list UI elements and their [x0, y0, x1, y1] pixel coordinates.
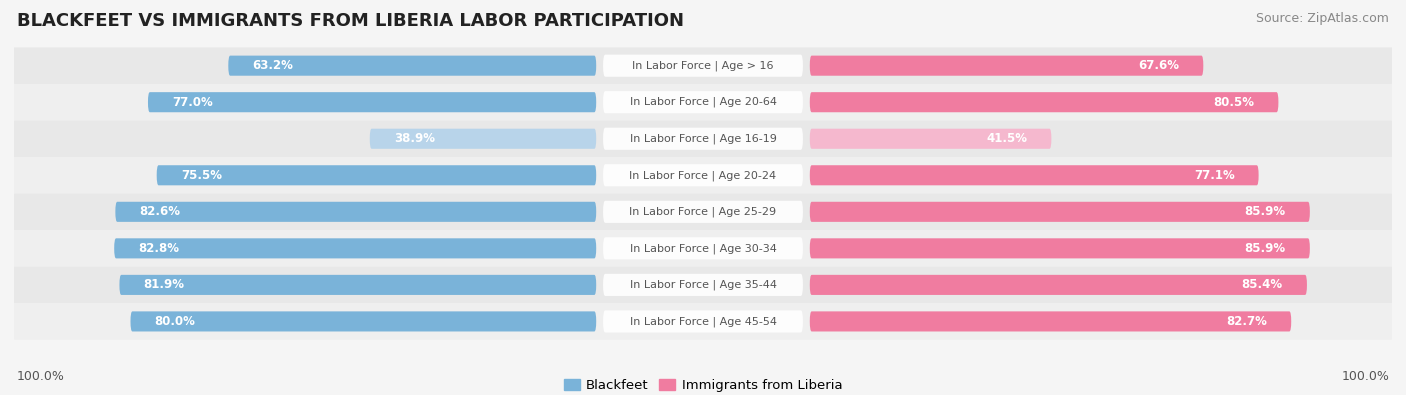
FancyBboxPatch shape	[603, 128, 803, 150]
FancyBboxPatch shape	[131, 311, 596, 331]
Text: 85.4%: 85.4%	[1241, 278, 1282, 292]
Text: 80.0%: 80.0%	[155, 315, 195, 328]
Text: In Labor Force | Age 16-19: In Labor Force | Age 16-19	[630, 134, 776, 144]
Text: In Labor Force | Age > 16: In Labor Force | Age > 16	[633, 60, 773, 71]
Text: BLACKFEET VS IMMIGRANTS FROM LIBERIA LABOR PARTICIPATION: BLACKFEET VS IMMIGRANTS FROM LIBERIA LAB…	[17, 12, 683, 30]
FancyBboxPatch shape	[810, 129, 1052, 149]
Text: 38.9%: 38.9%	[394, 132, 434, 145]
FancyBboxPatch shape	[14, 303, 1392, 340]
FancyBboxPatch shape	[810, 238, 1310, 258]
Text: 81.9%: 81.9%	[143, 278, 184, 292]
FancyBboxPatch shape	[810, 165, 1258, 185]
FancyBboxPatch shape	[810, 311, 1291, 331]
FancyBboxPatch shape	[156, 165, 596, 185]
Text: In Labor Force | Age 20-64: In Labor Force | Age 20-64	[630, 97, 776, 107]
FancyBboxPatch shape	[14, 84, 1392, 120]
Text: 67.6%: 67.6%	[1139, 59, 1180, 72]
FancyBboxPatch shape	[14, 157, 1392, 194]
Text: Source: ZipAtlas.com: Source: ZipAtlas.com	[1256, 12, 1389, 25]
Text: In Labor Force | Age 30-34: In Labor Force | Age 30-34	[630, 243, 776, 254]
FancyBboxPatch shape	[810, 56, 1204, 76]
Text: 77.1%: 77.1%	[1194, 169, 1234, 182]
FancyBboxPatch shape	[810, 275, 1308, 295]
Text: In Labor Force | Age 45-54: In Labor Force | Age 45-54	[630, 316, 776, 327]
FancyBboxPatch shape	[114, 238, 596, 258]
FancyBboxPatch shape	[603, 237, 803, 260]
FancyBboxPatch shape	[14, 230, 1392, 267]
Text: In Labor Force | Age 25-29: In Labor Force | Age 25-29	[630, 207, 776, 217]
Text: 80.5%: 80.5%	[1213, 96, 1254, 109]
FancyBboxPatch shape	[810, 92, 1278, 112]
FancyBboxPatch shape	[14, 47, 1392, 84]
Text: 100.0%: 100.0%	[17, 370, 65, 383]
Text: In Labor Force | Age 20-24: In Labor Force | Age 20-24	[630, 170, 776, 181]
FancyBboxPatch shape	[810, 202, 1310, 222]
Text: 63.2%: 63.2%	[253, 59, 294, 72]
FancyBboxPatch shape	[148, 92, 596, 112]
Text: 41.5%: 41.5%	[986, 132, 1028, 145]
Text: In Labor Force | Age 35-44: In Labor Force | Age 35-44	[630, 280, 776, 290]
FancyBboxPatch shape	[14, 267, 1392, 303]
FancyBboxPatch shape	[14, 194, 1392, 230]
FancyBboxPatch shape	[603, 91, 803, 113]
FancyBboxPatch shape	[603, 164, 803, 186]
FancyBboxPatch shape	[603, 310, 803, 333]
FancyBboxPatch shape	[120, 275, 596, 295]
FancyBboxPatch shape	[115, 202, 596, 222]
Text: 85.9%: 85.9%	[1244, 242, 1285, 255]
Text: 85.9%: 85.9%	[1244, 205, 1285, 218]
Text: 75.5%: 75.5%	[181, 169, 222, 182]
Text: 77.0%: 77.0%	[172, 96, 212, 109]
Text: 100.0%: 100.0%	[1341, 370, 1389, 383]
Legend: Blackfeet, Immigrants from Liberia: Blackfeet, Immigrants from Liberia	[558, 374, 848, 395]
Text: 82.6%: 82.6%	[139, 205, 180, 218]
FancyBboxPatch shape	[603, 274, 803, 296]
FancyBboxPatch shape	[370, 129, 596, 149]
Text: 82.7%: 82.7%	[1226, 315, 1267, 328]
FancyBboxPatch shape	[228, 56, 596, 76]
Text: 82.8%: 82.8%	[138, 242, 180, 255]
FancyBboxPatch shape	[14, 120, 1392, 157]
FancyBboxPatch shape	[603, 201, 803, 223]
FancyBboxPatch shape	[603, 55, 803, 77]
